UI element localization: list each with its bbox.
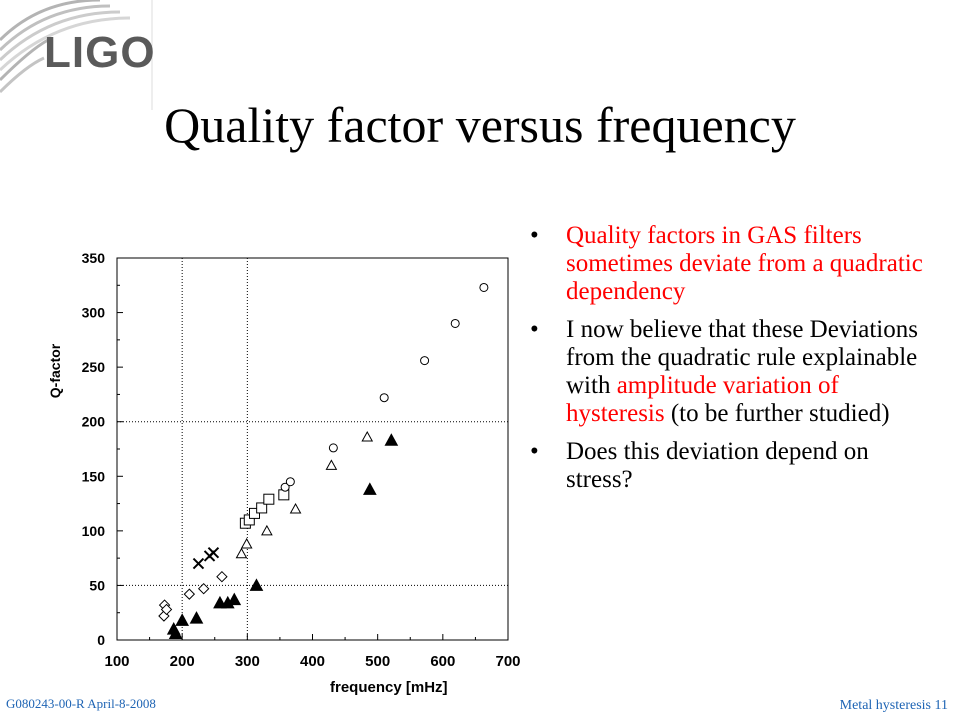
x-tick-label: 200 [170,653,195,670]
data-point-filled-triangle [189,611,204,624]
bullet-dot-icon: • [530,316,539,343]
y-tick-label: 350 [82,250,106,266]
data-point-diamond [160,603,173,616]
data-point-circle [285,477,295,487]
y-tick-label: 250 [82,359,106,375]
ligo-logo: LIGO [0,0,160,110]
bullet-text: Does this deviation depend on stress? [566,438,869,493]
data-point-triangle [289,502,302,514]
data-point-filled-triangle [363,482,377,495]
data-point-circle [479,282,489,292]
data-point-circle [379,393,389,403]
bullet-text: Quality factors in GAS filters sometimes… [566,222,923,305]
x-tick-label: 700 [495,653,520,670]
data-point-cross [192,557,205,570]
bullet-item: • Does this deviation depend on stress? [530,438,940,494]
data-point-cross [207,546,220,559]
footer-slide-label: Metal hysteresis 11 [839,698,948,713]
footer-document-id: G080243-00-R April-8-2008 [6,696,156,711]
data-point-filled-triangle [384,433,399,446]
data-point-filled-triangle [168,626,183,639]
bullet-item: • I now believe that these Deviations fro… [530,316,940,428]
q-factor-scatter-chart: 100 200 300 400 500 600 700 0 50 100 150 200 250 300 3… [47,250,521,696]
x-tick-label: 400 [300,653,325,670]
x-tick-label: 300 [235,653,260,670]
data-point-filled-triangle [249,578,264,591]
data-point-filled-triangle [227,592,242,606]
data-point-filled-triangle [175,613,190,626]
y-tick-label: 200 [82,414,106,430]
data-point-circle [280,482,290,492]
data-point-square [256,502,268,514]
bullet-dot-icon: • [530,222,539,249]
data-point-triangle [240,537,253,549]
y-tick-label: 50 [89,577,105,593]
x-tick-label: 600 [430,653,455,670]
data-point-triangle [235,547,248,559]
data-point-triangle [361,430,374,442]
x-axis-label: frequency [mHz] [330,679,448,696]
slide-title: Quality factor versus frequency [164,97,796,153]
data-point-triangle [325,459,338,470]
data-point-diamond [216,570,228,583]
bullet-text: amplitude variation of hysteresis [566,372,839,427]
logo-waves-icon [0,0,153,110]
bullet-item: • Quality factors in GAS filters sometime… [530,222,940,306]
y-tick-label: 100 [82,523,106,539]
data-point-triangle [261,524,273,536]
logo-text: LIGO [44,28,156,77]
y-tick-label: 0 [97,632,105,648]
bullet-list: • Quality factors in GAS filters sometime… [530,222,940,504]
y-tick-label: 150 [82,468,106,484]
data-point-circle [328,443,338,453]
y-tick-label: 300 [82,305,106,321]
x-tick-label: 500 [365,653,390,670]
data-point-circle [420,356,430,366]
data-point-circle [450,318,460,328]
data-point-diamond [197,582,210,595]
bullet-text: (to be further studied) [664,400,890,427]
bullet-text: I now believe that these Deviations from… [566,316,918,399]
data-point-square [263,493,275,505]
x-tick-label: 100 [104,653,129,670]
bullet-dot-icon: • [530,438,539,465]
y-axis-label: Q-factor [47,343,63,398]
plot-frame [116,257,509,641]
data-point-diamond [183,588,196,600]
